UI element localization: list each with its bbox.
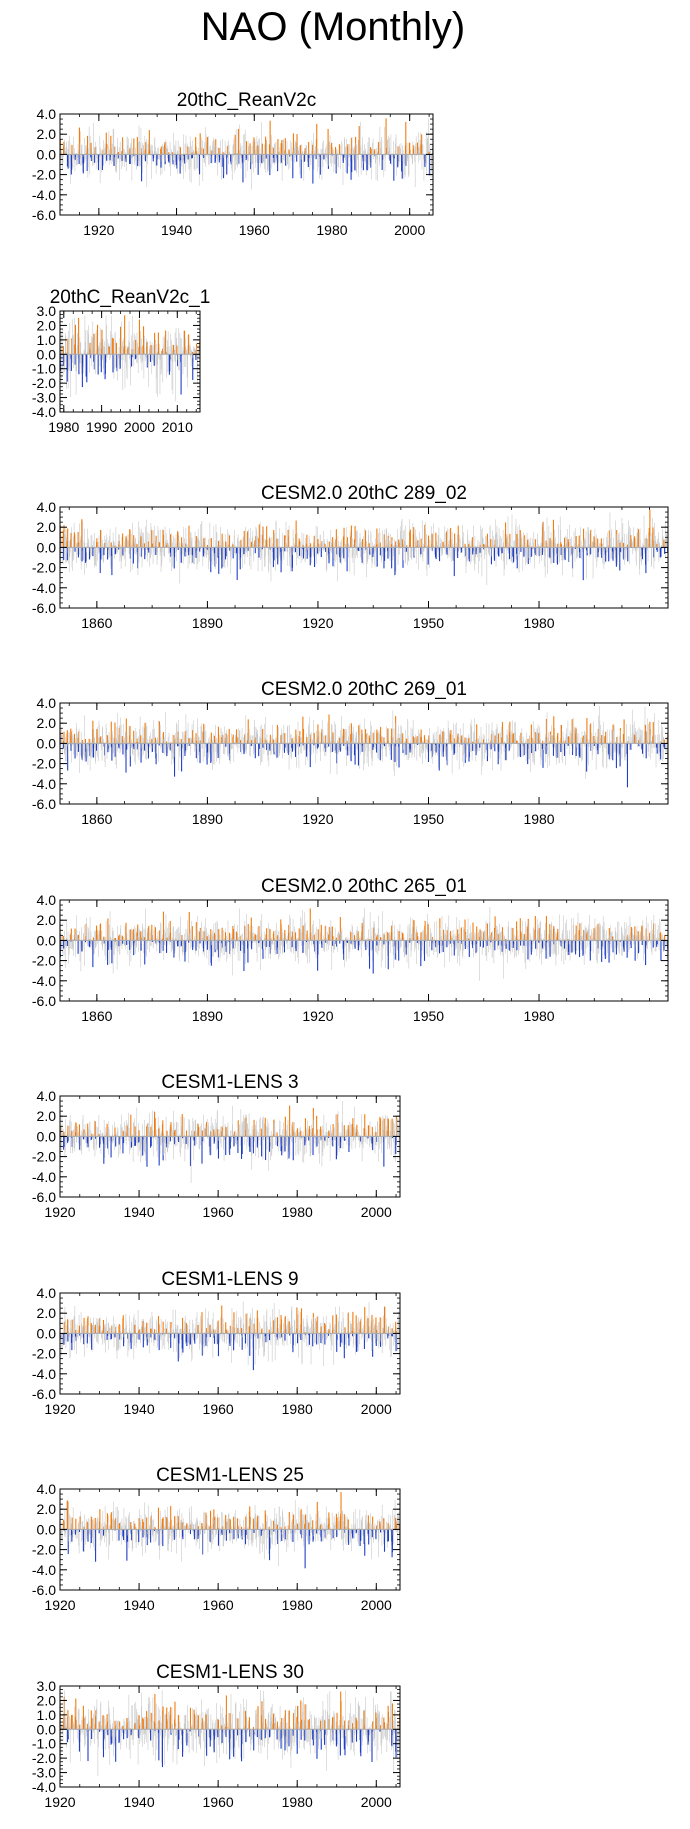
- y-tick-label: 2.0: [37, 317, 57, 333]
- x-tick-label: 2000: [394, 222, 425, 238]
- y-tick-label: 0.0: [37, 539, 57, 555]
- x-tick-label: 1980: [48, 419, 79, 435]
- y-tick-label: 3.0: [37, 303, 57, 319]
- y-tick-label: 4.0: [37, 499, 57, 515]
- y-tick-label: -2.0: [32, 167, 56, 183]
- bars-group: [59, 118, 434, 190]
- panel-title: 20thC_ReanV2c: [177, 90, 316, 111]
- y-tick-label: -6.0: [32, 600, 56, 616]
- x-tick-label: 1940: [161, 222, 192, 238]
- chart-panel-4: CESM2.0 20thC 269_014.02.00.0-2.0-4.0-6.…: [32, 679, 669, 827]
- y-tick-label: 0.0: [37, 346, 57, 362]
- panel-title: CESM2.0 20thC 289_02: [261, 483, 467, 504]
- x-tick-label: 1980: [523, 615, 554, 631]
- panels-group: 20thC_ReanV2c 4.0 2.0 0.0 -2.0 -4.0 -6.0 1920 19…: [32, 90, 669, 1810]
- y-tick-label: -4.0: [32, 580, 56, 596]
- x-tick-label: 1960: [239, 222, 270, 238]
- y-tick-label: 1.0: [37, 332, 57, 348]
- x-tick-label: 1980: [316, 222, 347, 238]
- bars-group: [59, 510, 669, 586]
- y-tick-label: -2.0: [32, 375, 56, 391]
- y-tick-label: -3.0: [32, 390, 56, 406]
- x-tick-label: 1990: [86, 419, 117, 435]
- chart-panel-1: 20thC_ReanV2c 4.0 2.0 0.0 -2.0 -4.0 -6.0 1920 19…: [32, 90, 434, 238]
- y-tick-label: -4.0: [32, 404, 56, 420]
- x-tick-label: 1890: [192, 615, 223, 631]
- figure-title: NAO (Monthly): [201, 5, 466, 49]
- y-tick-label: -6.0: [32, 207, 56, 223]
- y-tick-label: 2.0: [37, 519, 57, 535]
- panel-title: 20thC_ReanV2c_1: [50, 287, 211, 308]
- y-tick-label: 2.0: [37, 126, 57, 142]
- y-tick-label: 0.0: [37, 146, 57, 162]
- y-tick-label: 4.0: [37, 106, 57, 122]
- y-tick-label: -4.0: [32, 187, 56, 203]
- x-tick-label: 1920: [302, 615, 333, 631]
- x-tick-label: 2010: [162, 419, 193, 435]
- x-tick-label: 1950: [413, 615, 444, 631]
- y-tick-label: -1.0: [32, 361, 56, 377]
- x-tick-label: 1860: [81, 615, 112, 631]
- bars-group: [59, 315, 201, 402]
- panel-title: CESM2.0 20thC 269_01: [261, 679, 467, 700]
- x-tick-label: 2000: [124, 419, 155, 435]
- chart-panel-2: 20thC_ReanV2c_13.02.01.00.0-1.0-2.0-3.0-…: [32, 287, 210, 435]
- x-tick-label: 1920: [83, 222, 114, 238]
- bars-group: [59, 706, 669, 788]
- y-tick-label: -2.0: [32, 560, 56, 576]
- chart-panel-3: CESM2.0 20thC 289_02 4.0 2.0 0.0 -2.0 -4.0 -6.…: [32, 483, 669, 631]
